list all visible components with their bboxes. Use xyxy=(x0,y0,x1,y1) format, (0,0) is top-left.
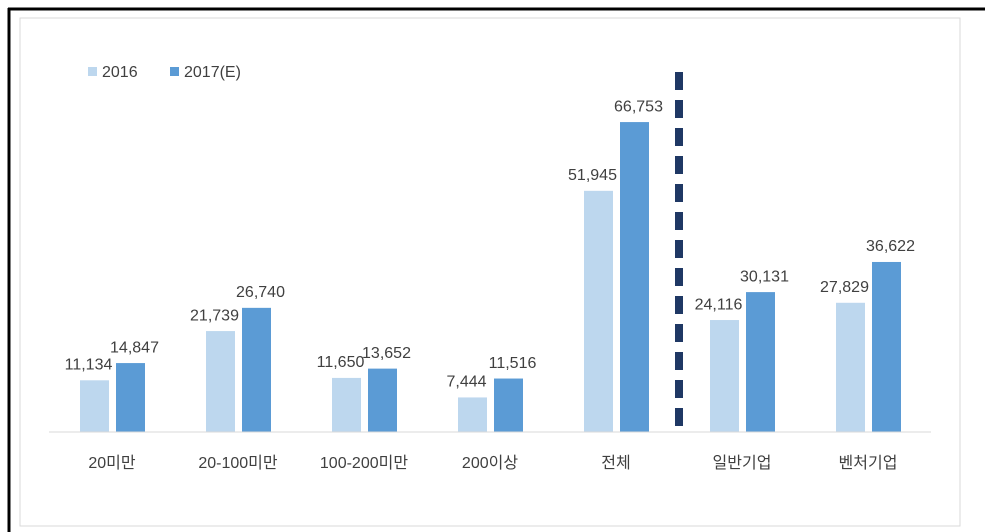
x-tick-label: 20미만 xyxy=(88,454,136,472)
x-tick-label: 20-100미만 xyxy=(198,454,278,472)
bar xyxy=(584,190,613,432)
x-tick-label: 200이상 xyxy=(462,454,518,472)
bar xyxy=(116,363,145,432)
bar xyxy=(710,320,739,432)
data-label: 30,131 xyxy=(740,268,789,285)
data-label: 21,739 xyxy=(190,307,239,324)
bar xyxy=(494,378,523,432)
legend-swatch xyxy=(170,67,179,76)
bar xyxy=(242,307,271,432)
bar xyxy=(620,122,649,433)
bar xyxy=(872,261,901,432)
x-tick-label: 벤처기업 xyxy=(839,454,898,472)
x-tick-label: 전체 xyxy=(601,454,630,472)
data-label: 24,116 xyxy=(695,296,743,313)
legend-swatch xyxy=(88,67,97,76)
data-label: 14,847 xyxy=(110,339,159,356)
x-tick-label: 일반기업 xyxy=(713,454,772,472)
data-label: 11,516 xyxy=(489,355,537,372)
data-label: 27,829 xyxy=(820,279,869,296)
plot-frame xyxy=(19,17,961,527)
data-label: 26,740 xyxy=(236,284,285,301)
data-label: 51,945 xyxy=(568,167,617,184)
legend-label: 2016 xyxy=(102,64,138,81)
bar xyxy=(836,302,865,432)
data-label: 7,444 xyxy=(446,374,486,391)
legend-label: 2017(E) xyxy=(184,64,241,81)
data-label: 11,134 xyxy=(65,357,113,374)
bar xyxy=(80,380,109,432)
x-tick-label: 100-200미만 xyxy=(320,454,408,472)
bar xyxy=(332,377,361,432)
data-label: 66,753 xyxy=(614,98,663,115)
bar xyxy=(368,368,397,432)
bar xyxy=(746,292,775,432)
data-label: 36,622 xyxy=(866,238,915,255)
data-label: 13,652 xyxy=(362,345,411,362)
bar xyxy=(206,331,235,432)
bar xyxy=(458,397,487,432)
data-label: 11,650 xyxy=(317,354,365,371)
